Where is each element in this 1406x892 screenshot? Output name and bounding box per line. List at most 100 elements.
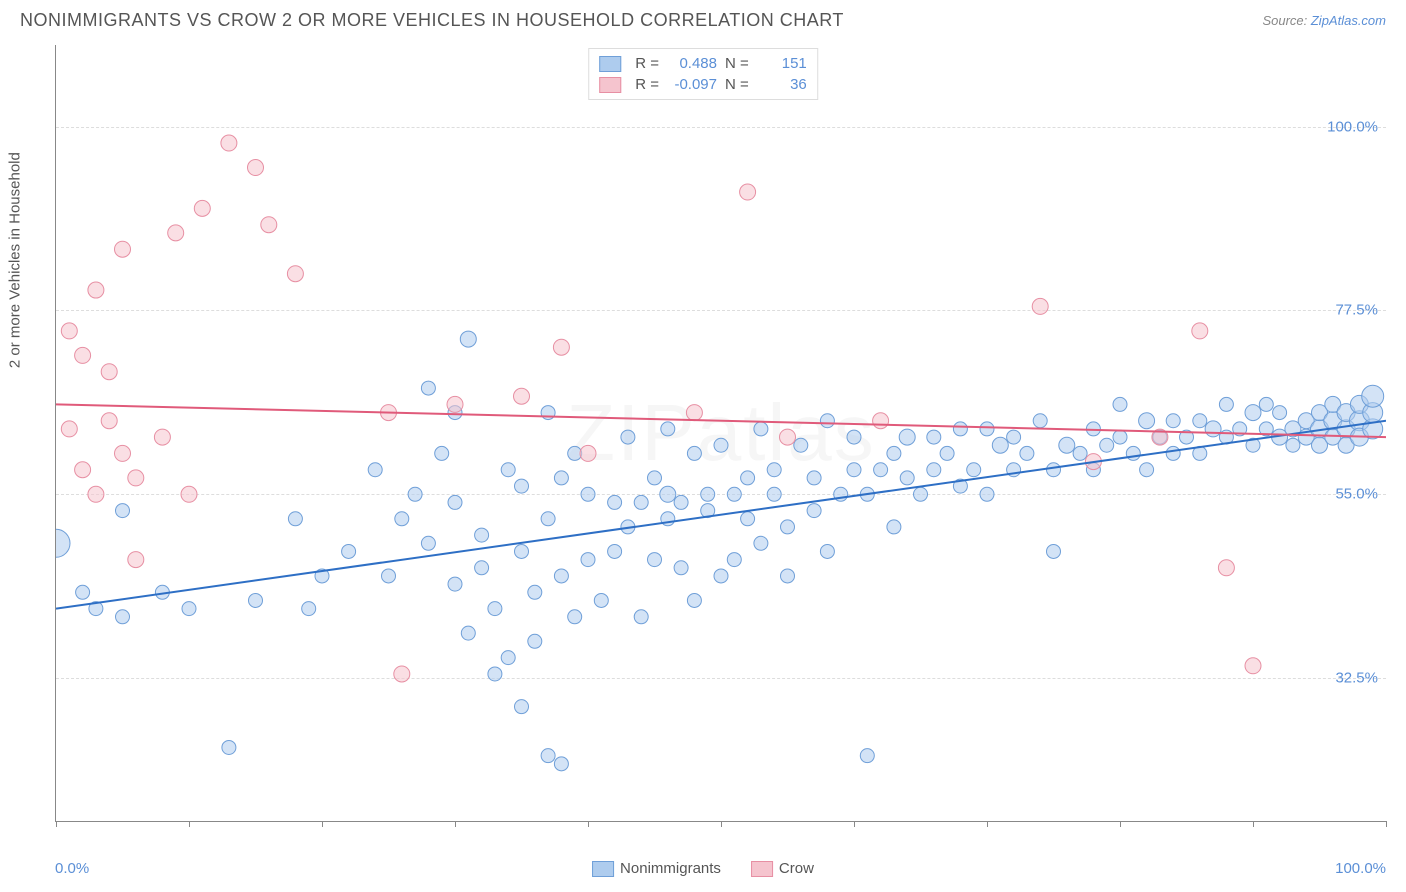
data-point xyxy=(435,446,449,460)
data-point xyxy=(581,553,595,567)
data-point xyxy=(580,445,596,461)
data-point xyxy=(541,749,555,763)
data-point xyxy=(221,135,237,151)
data-point xyxy=(874,463,888,477)
data-point xyxy=(75,462,91,478)
data-point xyxy=(914,487,928,501)
data-point xyxy=(1259,397,1273,411)
data-point xyxy=(1032,298,1048,314)
chart-header: NONIMMIGRANTS VS CROW 2 OR MORE VEHICLES… xyxy=(0,0,1406,36)
data-point xyxy=(660,486,676,502)
data-point xyxy=(1073,446,1087,460)
data-point xyxy=(927,463,941,477)
data-point xyxy=(182,602,196,616)
n-label: N = xyxy=(725,55,749,72)
data-point xyxy=(488,602,502,616)
data-point xyxy=(967,463,981,477)
x-tick xyxy=(455,821,456,827)
data-point xyxy=(101,364,117,380)
data-point xyxy=(674,561,688,575)
data-point xyxy=(873,413,889,429)
data-point xyxy=(447,396,463,412)
data-point xyxy=(992,437,1008,453)
data-point xyxy=(940,446,954,460)
data-point xyxy=(1047,463,1061,477)
data-point xyxy=(1020,446,1034,460)
data-point xyxy=(767,487,781,501)
data-point xyxy=(1205,421,1221,437)
data-point xyxy=(980,422,994,436)
data-point xyxy=(740,184,756,200)
x-tick xyxy=(322,821,323,827)
r-label: R = xyxy=(635,55,659,72)
data-point xyxy=(128,470,144,486)
data-point xyxy=(287,266,303,282)
x-tick xyxy=(1253,821,1254,827)
r-label: R = xyxy=(635,76,659,93)
source-prefix: Source: xyxy=(1262,13,1310,28)
data-point xyxy=(1166,446,1180,460)
data-point xyxy=(248,160,264,176)
data-point xyxy=(634,610,648,624)
data-point xyxy=(714,569,728,583)
data-point xyxy=(515,479,529,493)
data-point xyxy=(741,471,755,485)
data-point xyxy=(767,463,781,477)
data-point xyxy=(194,200,210,216)
series-legend: Nonimmigrants Crow xyxy=(592,860,814,877)
data-point xyxy=(594,593,608,607)
data-point xyxy=(674,495,688,509)
data-point xyxy=(927,430,941,444)
legend-swatch-crow xyxy=(751,861,773,877)
data-point xyxy=(501,651,515,665)
data-point xyxy=(88,282,104,298)
legend-item-1: Nonimmigrants xyxy=(592,860,721,877)
data-point xyxy=(1273,406,1287,420)
data-point xyxy=(754,536,768,550)
data-point xyxy=(554,471,568,485)
data-point xyxy=(741,512,755,526)
data-point xyxy=(807,471,821,485)
y-axis-label: 2 or more Vehicles in Household xyxy=(7,152,24,368)
data-point xyxy=(421,381,435,395)
data-point xyxy=(61,323,77,339)
data-point xyxy=(754,422,768,436)
x-min-label: 0.0% xyxy=(55,860,89,877)
data-point xyxy=(1166,414,1180,428)
data-point xyxy=(634,495,648,509)
data-point xyxy=(820,544,834,558)
data-point xyxy=(115,241,131,257)
data-point xyxy=(528,634,542,648)
data-point xyxy=(515,544,529,558)
data-point xyxy=(1113,430,1127,444)
data-point xyxy=(181,486,197,502)
data-point xyxy=(128,552,144,568)
data-point xyxy=(1100,438,1114,452)
data-point xyxy=(302,602,316,616)
data-point xyxy=(794,438,808,452)
data-point xyxy=(780,429,796,445)
data-point xyxy=(501,463,515,477)
data-point xyxy=(382,569,396,583)
data-point xyxy=(461,626,475,640)
data-point xyxy=(101,413,117,429)
data-point xyxy=(727,487,741,501)
data-point xyxy=(687,446,701,460)
data-point xyxy=(448,495,462,509)
x-tick xyxy=(56,821,57,827)
x-tick xyxy=(189,821,190,827)
data-point xyxy=(408,487,422,501)
data-point xyxy=(661,422,675,436)
data-point xyxy=(899,429,915,445)
source-link[interactable]: ZipAtlas.com xyxy=(1311,13,1386,28)
data-point xyxy=(1362,385,1384,407)
data-point xyxy=(1047,544,1061,558)
data-point xyxy=(1033,414,1047,428)
data-point xyxy=(807,504,821,518)
data-point xyxy=(1245,405,1261,421)
data-point xyxy=(421,536,435,550)
data-point xyxy=(342,544,356,558)
r-value-2: -0.097 xyxy=(667,76,717,93)
data-point xyxy=(541,512,555,526)
legend-label-2: Crow xyxy=(779,860,814,877)
